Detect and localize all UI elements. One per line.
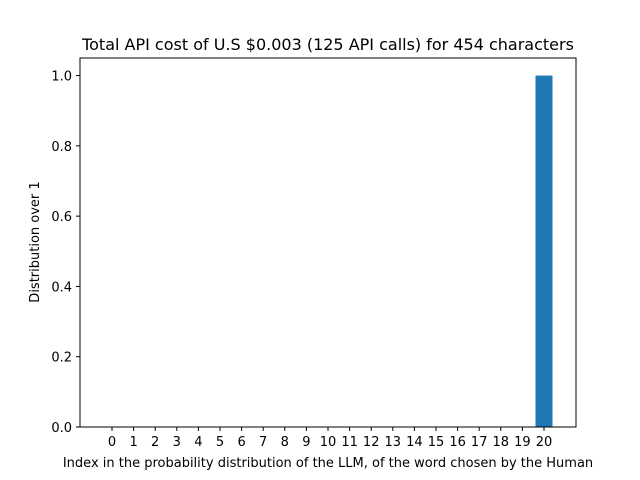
x-axis-label: Index in the probability distribution of…	[63, 456, 593, 471]
x-tick-label: 14	[406, 435, 423, 450]
x-tick-label: 1	[129, 435, 137, 450]
x-tick-label: 16	[449, 435, 466, 450]
x-tick-label: 2	[151, 435, 159, 450]
y-axis-ticks: 0.0 0.2 0.4 0.6 0.8 1.0	[51, 70, 80, 436]
x-tick-label: 10	[320, 435, 337, 450]
chart-title: Total API cost of U.S $0.003 (125 API ca…	[81, 35, 574, 54]
x-tick-label: 18	[493, 435, 510, 450]
x-tick-label: 4	[194, 435, 202, 450]
x-tick-label: 15	[428, 435, 445, 450]
y-tick-label: 0.0	[51, 421, 72, 436]
x-tick-label: 5	[216, 435, 224, 450]
x-tick-label: 9	[302, 435, 310, 450]
x-tick-label: 8	[281, 435, 289, 450]
y-tick-label: 0.4	[51, 280, 72, 295]
y-tick-label: 1.0	[51, 70, 72, 85]
x-tick-label: 13	[385, 435, 402, 450]
y-axis-label: Distribution over 1	[28, 181, 43, 302]
x-tick-label: 0	[108, 435, 116, 450]
bar-20	[535, 75, 553, 428]
x-tick-label: 19	[514, 435, 531, 450]
x-tick-label: 11	[341, 435, 358, 450]
x-axis-ticks: 0 1 2 3 4 5 6 7 8 9 10 11 12 13 14 15 16 17 18 19 20	[108, 427, 552, 450]
x-tick-label: 3	[173, 435, 181, 450]
x-tick-label: 6	[237, 435, 245, 450]
x-tick-label: 12	[363, 435, 380, 450]
x-tick-label: 7	[259, 435, 267, 450]
x-tick-label: 20	[536, 435, 553, 450]
bars-group	[535, 75, 553, 428]
y-tick-label: 0.2	[51, 351, 72, 366]
plot-frame	[79, 57, 577, 428]
y-tick-label: 0.8	[51, 140, 72, 155]
y-tick-label: 0.6	[51, 210, 72, 225]
x-tick-label: 17	[471, 435, 488, 450]
